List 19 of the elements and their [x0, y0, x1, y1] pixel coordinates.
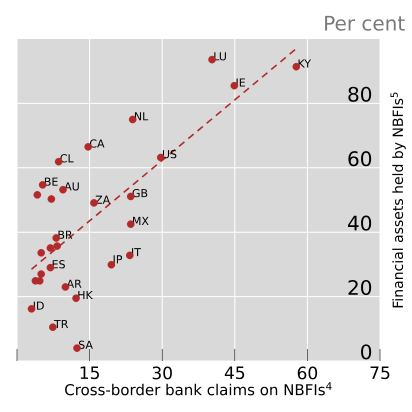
annotation: CA: [90, 139, 104, 148]
y-tick-label: 0: [361, 344, 372, 360]
annotation: BE: [44, 178, 58, 186]
x-tick-label: 45: [224, 366, 244, 380]
y-tick-label: 20: [348, 280, 372, 296]
x-tick-label: 15: [80, 366, 99, 380]
text: Per cent: [325, 16, 405, 31]
annotation: HK: [78, 290, 93, 300]
annotation: SA: [78, 340, 93, 349]
x-tick-label: 30: [152, 366, 172, 380]
annotation: GB: [132, 188, 148, 198]
x-tick-label: 60: [298, 366, 318, 380]
x-axis-title: Cross-border bank claims on NBFIs$^{4}$: [65, 382, 332, 396]
annotation: TR: [54, 320, 68, 328]
y-tick-label: 40: [348, 216, 372, 231]
y-tick-label: 80: [348, 86, 372, 102]
y-tick-label: 60: [348, 151, 372, 166]
y-axis-title: Financial assets held by NBFIs$^{5}$: [390, 92, 406, 308]
x-tick-label: 75: [370, 366, 390, 380]
